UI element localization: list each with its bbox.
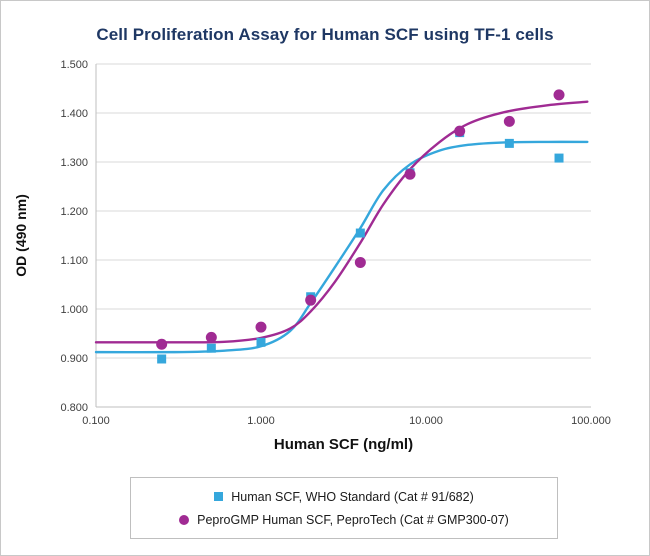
x-tick-label: 10.000 bbox=[409, 415, 443, 427]
chart-canvas: 0.800 0.900 1.000 1.100 1.200 1.300 1.400 1.500… bbox=[13, 59, 611, 453]
data-point-circle bbox=[354, 256, 366, 268]
y-tick-label: 1.400 bbox=[60, 108, 88, 120]
series-curve-0 bbox=[94, 140, 589, 354]
data-point-square bbox=[256, 337, 266, 347]
y-tick-label: 1.200 bbox=[60, 206, 88, 218]
y-tick-label: 0.800 bbox=[60, 402, 88, 414]
y-tick-label: 0.900 bbox=[60, 353, 88, 365]
data-point-square bbox=[206, 343, 216, 353]
series-curve-1 bbox=[94, 100, 589, 344]
y-tick-label: 1.000 bbox=[60, 304, 88, 316]
legend-label: PeproGMP Human SCF, PeproTech (Cat # GMP… bbox=[197, 512, 509, 527]
chart-title: Cell Proliferation Assay for Human SCF u… bbox=[96, 25, 554, 44]
data-point-square bbox=[504, 138, 514, 148]
y-tick-label: 1.100 bbox=[60, 255, 88, 267]
legend-circle-marker bbox=[179, 514, 190, 525]
data-point-circle bbox=[503, 115, 515, 127]
data-point-circle bbox=[255, 321, 267, 333]
data-point-circle bbox=[404, 168, 416, 180]
x-tick-label: 1.000 bbox=[247, 415, 275, 427]
legend-label: Human SCF, WHO Standard (Cat # 91/682) bbox=[231, 489, 474, 504]
data-point-circle bbox=[156, 338, 168, 350]
legend-item-0: Human SCF, WHO Standard (Cat # 91/682) bbox=[131, 485, 557, 508]
data-point-square bbox=[554, 153, 564, 163]
data-point-circle bbox=[305, 294, 317, 306]
x-tick-label: 100.000 bbox=[571, 415, 611, 427]
legend-item-1: PeproGMP Human SCF, PeproTech (Cat # GMP… bbox=[131, 508, 557, 531]
chart-legend: Human SCF, WHO Standard (Cat # 91/682) Pe… bbox=[130, 477, 558, 539]
data-point-square bbox=[355, 228, 365, 238]
data-point-circle bbox=[205, 331, 217, 343]
x-tick-label: 0.100 bbox=[82, 415, 110, 427]
x-axis-title: Human SCF (ng/ml) bbox=[274, 436, 413, 453]
y-axis-title: OD (490 nm) bbox=[13, 194, 29, 276]
data-point-square bbox=[157, 354, 167, 364]
y-tick-label: 1.300 bbox=[60, 157, 88, 169]
legend-square-marker bbox=[214, 492, 224, 501]
data-point-circle bbox=[454, 125, 466, 137]
data-point-circle bbox=[553, 89, 565, 101]
y-tick-label: 1.500 bbox=[60, 59, 88, 71]
